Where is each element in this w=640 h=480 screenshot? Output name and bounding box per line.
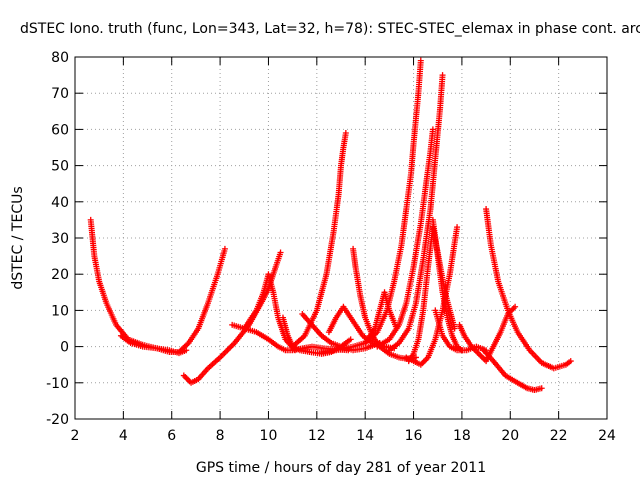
data-point (439, 72, 446, 79)
data-points (87, 57, 574, 394)
x-tick-label: 22 (550, 428, 568, 444)
y-tick-label: -10 (46, 376, 69, 392)
data-point (342, 130, 349, 137)
data-point (567, 358, 574, 365)
x-tick-label: 20 (501, 428, 519, 444)
y-tick-label: 20 (51, 267, 69, 283)
x-tick-label: 18 (453, 428, 471, 444)
x-tick-label: 8 (216, 428, 225, 444)
x-tick-label: 16 (405, 428, 423, 444)
data-series (429, 216, 465, 354)
data-point (277, 249, 284, 256)
y-tick-label: 0 (60, 340, 69, 356)
y-ticks: -20 -10 0 10 20 30 40 50 60 70 80 (46, 50, 607, 428)
x-tick-label: 24 (598, 428, 616, 444)
data-point (221, 245, 228, 252)
x-axis-label: GPS time / hours of day 281 of year 2011 (196, 460, 486, 476)
data-point (429, 126, 436, 133)
data-series (480, 347, 545, 394)
y-tick-label: 30 (51, 231, 69, 247)
x-tick-label: 4 (119, 428, 128, 444)
data-point (512, 303, 519, 310)
data-series (456, 303, 519, 365)
data-series (386, 72, 446, 354)
y-tick-label: 70 (51, 86, 69, 102)
y-tick-label: 60 (51, 122, 69, 138)
data-point (451, 325, 458, 332)
data-point (538, 385, 545, 392)
x-tick-label: 12 (308, 428, 326, 444)
x-tick-label: 10 (260, 428, 278, 444)
data-point (454, 224, 461, 231)
y-tick-label: -20 (46, 412, 69, 428)
data-series (117, 245, 228, 356)
data-series (374, 126, 436, 350)
data-series (289, 130, 349, 350)
x-tick-label: 6 (167, 428, 176, 444)
y-axis-label: dSTEC / TECUs (10, 186, 26, 289)
data-point (417, 57, 424, 64)
x-tick-label: 14 (356, 428, 374, 444)
y-tick-label: 10 (51, 303, 69, 319)
data-series (362, 57, 424, 346)
data-series (403, 224, 461, 368)
y-tick-label: 50 (51, 159, 69, 175)
plot-frame (74, 56, 608, 420)
data-series (483, 206, 574, 372)
y-tick-label: 80 (51, 50, 69, 66)
chart-title: dSTEC Iono. truth (func, Lon=343, Lat=32… (20, 21, 640, 37)
x-ticks: 2 4 6 8 10 12 14 16 18 20 22 24 (71, 57, 616, 444)
x-tick-label: 2 (71, 428, 80, 444)
data-point (347, 336, 354, 343)
y-tick-label: 40 (51, 195, 69, 211)
